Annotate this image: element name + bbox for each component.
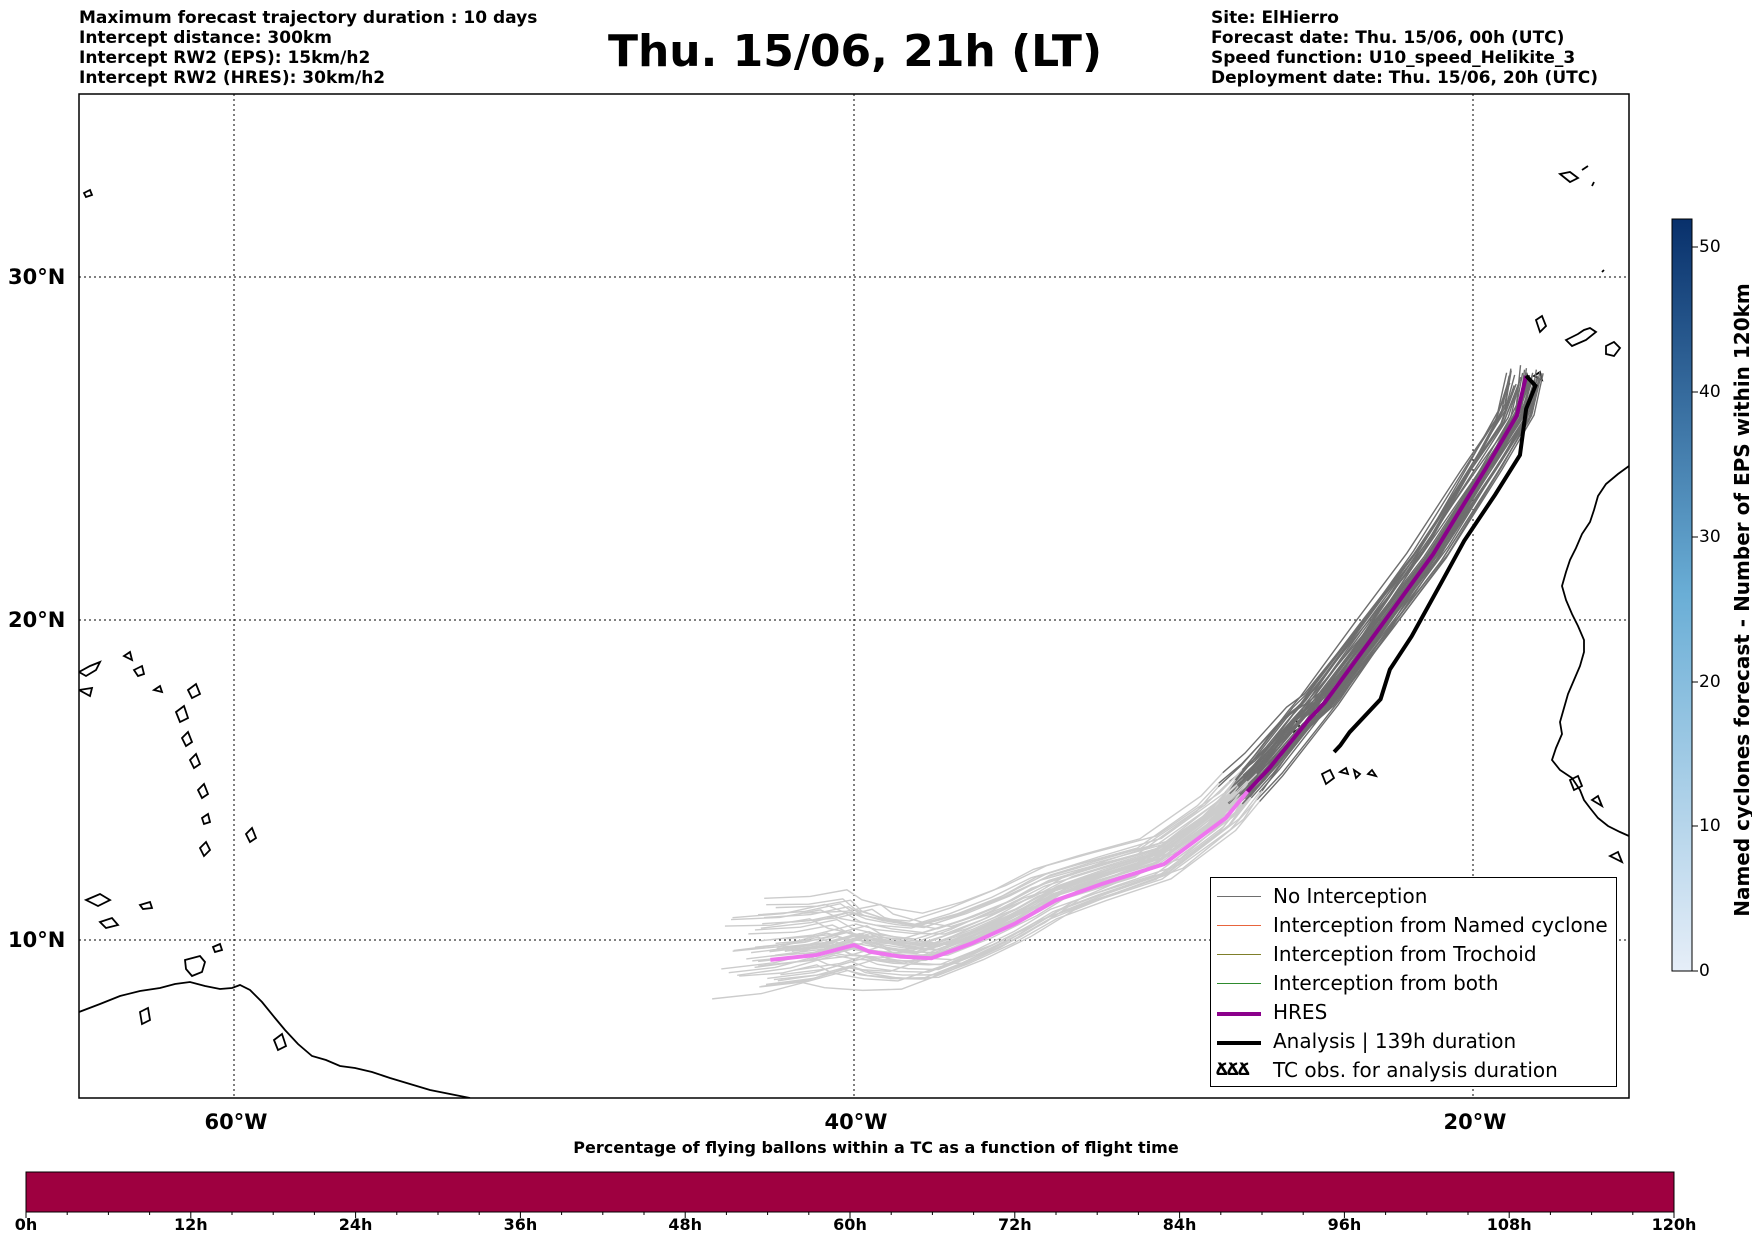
eps-track-early	[1238, 378, 1538, 795]
site-text: Site: ElHierro	[1211, 8, 1339, 28]
eps-track-early	[1248, 385, 1515, 788]
hour-label-48h: 48h	[668, 1215, 703, 1234]
hour-label-24h: 24h	[338, 1215, 373, 1234]
south-america-coast	[79, 981, 471, 1098]
eps-track-late	[773, 801, 1261, 981]
legend-item-named-cyclone: Interception from Named cyclone	[1211, 911, 1616, 940]
eps-track-late	[775, 780, 1248, 927]
eps-track-late	[769, 785, 1239, 953]
forecast-parameters: Maximum forecast trajectory duration : 1…	[79, 8, 537, 88]
intercept-hres-text: Intercept RW2 (HRES): 30km/h2	[79, 68, 386, 88]
black-thick-line-icon	[1217, 1041, 1261, 1045]
progress-bar-fill	[25, 1171, 1675, 1213]
hres-track-late	[770, 790, 1249, 962]
deployment-date-text: Deployment date: Thu. 15/06, 20h (UTC)	[1211, 68, 1598, 88]
eps-track-early	[1222, 380, 1529, 774]
hour-label-72h: 72h	[997, 1215, 1032, 1234]
lat-tick-30n: 30°N	[8, 265, 66, 289]
hour-label-0h: 0h	[14, 1215, 38, 1234]
legend-item-tc-obs: ՃՃՃ TC obs. for analysis duration	[1216, 1058, 1558, 1082]
gray-line-icon	[1217, 896, 1261, 897]
venezuela-islands	[98, 900, 154, 929]
colorbar-label: Named cyclones forecast - Number of EPS …	[1730, 283, 1752, 917]
analysis-track	[1332, 374, 1538, 754]
legend-item-both: Interception from both	[1211, 969, 1616, 998]
colorbar-tick-30: 30	[1699, 527, 1721, 547]
colorbar-tick-50: 50	[1699, 237, 1721, 257]
lon-tick-20w: 20°W	[1443, 1110, 1507, 1134]
intercept-distance-text: Intercept distance: 300km	[79, 28, 332, 48]
eps-track-late	[766, 773, 1258, 926]
eps-track-late	[791, 784, 1238, 930]
lat-tick-10n: 10°N	[8, 928, 66, 952]
hour-label-108h: 108h	[1486, 1215, 1532, 1234]
eps-track-late	[782, 783, 1249, 948]
hour-label-96h: 96h	[1327, 1215, 1362, 1234]
speed-function-text: Speed function: U10_speed_Helikite_3	[1211, 48, 1576, 68]
eps-track-late	[721, 779, 1236, 970]
legend-item-trochoid: Interception from Trochoid	[1211, 940, 1616, 969]
trinidad-coast	[184, 954, 207, 978]
colorbar-tick-0: 0	[1699, 961, 1710, 981]
colorbar-tick-40: 40	[1699, 382, 1721, 402]
caribbean-coast-west	[79, 660, 288, 1052]
bijagos-islands	[1568, 774, 1624, 864]
hour-label-120h: 120h	[1651, 1215, 1697, 1234]
lon-tick-60w: 60°W	[204, 1110, 268, 1134]
legend-item-no-interception: No Interception	[1211, 882, 1616, 911]
eps-track-early	[1238, 384, 1519, 775]
eps-track-early	[1234, 380, 1533, 792]
forecast-date-text: Forecast date: Thu. 15/06, 00h (UTC)	[1211, 28, 1565, 48]
eps-track-early	[1237, 377, 1541, 805]
colorbar-ramp	[1671, 218, 1693, 972]
hour-label-36h: 36h	[503, 1215, 538, 1234]
lat-tick-20n: 20°N	[8, 608, 66, 632]
colorbar-tick-10: 10	[1699, 816, 1721, 836]
orange-line-icon	[1217, 925, 1261, 926]
progress-bar-title: Percentage of flying ballons within a TC…	[573, 1138, 1179, 1157]
hour-label-84h: 84h	[1162, 1215, 1197, 1234]
tobago-coast	[211, 942, 224, 954]
legend: No Interception Interception from Named …	[1210, 877, 1617, 1087]
hour-label-60h: 60h	[833, 1215, 867, 1234]
lon-tick-40w: 40°W	[824, 1110, 888, 1134]
azores-small	[82, 188, 1605, 273]
green-line-icon	[1217, 983, 1261, 984]
madeira-islands	[1557, 165, 1595, 187]
eps-track-early	[1241, 374, 1529, 805]
eps-track-late	[777, 786, 1251, 982]
max-duration-text: Maximum forecast trajectory duration : 1…	[79, 8, 538, 28]
legend-item-hres: HRES	[1211, 998, 1616, 1027]
eps-track-late	[739, 799, 1258, 982]
eps-track-late	[767, 798, 1247, 980]
canary-islands	[1532, 314, 1622, 382]
hour-label-12h: 12h	[173, 1215, 208, 1234]
eps-track-late	[760, 803, 1243, 988]
intercept-eps-text: Intercept RW2 (EPS): 15km/h2	[79, 48, 371, 68]
eps-track-late	[764, 769, 1243, 914]
africa-coast	[1550, 465, 1629, 837]
lesser-antilles	[122, 650, 258, 858]
eps-track-late	[760, 782, 1220, 929]
eps-track-early	[1218, 383, 1539, 784]
colorbar-tick-20: 20	[1699, 672, 1721, 692]
eps-track-late	[791, 793, 1240, 953]
storm-symbols-icon: ՃՃՃ	[1216, 1060, 1250, 1080]
legend-item-analysis: Analysis | 139h duration	[1211, 1027, 1616, 1056]
hres-track	[1245, 375, 1529, 793]
purple-thick-line-icon	[1217, 1012, 1261, 1016]
eps-track-late	[760, 773, 1240, 942]
coastlines	[79, 165, 1629, 1098]
site-info: Site: ElHierro Forecast date: Thu. 15/06…	[1211, 8, 1598, 88]
colorbar	[1671, 218, 1698, 972]
olive-line-icon	[1217, 954, 1261, 955]
eps-track-early	[1234, 382, 1511, 781]
page-title: Thu. 15/06, 21h (LT)	[607, 26, 1103, 77]
deterministic-trajectories	[770, 374, 1538, 962]
